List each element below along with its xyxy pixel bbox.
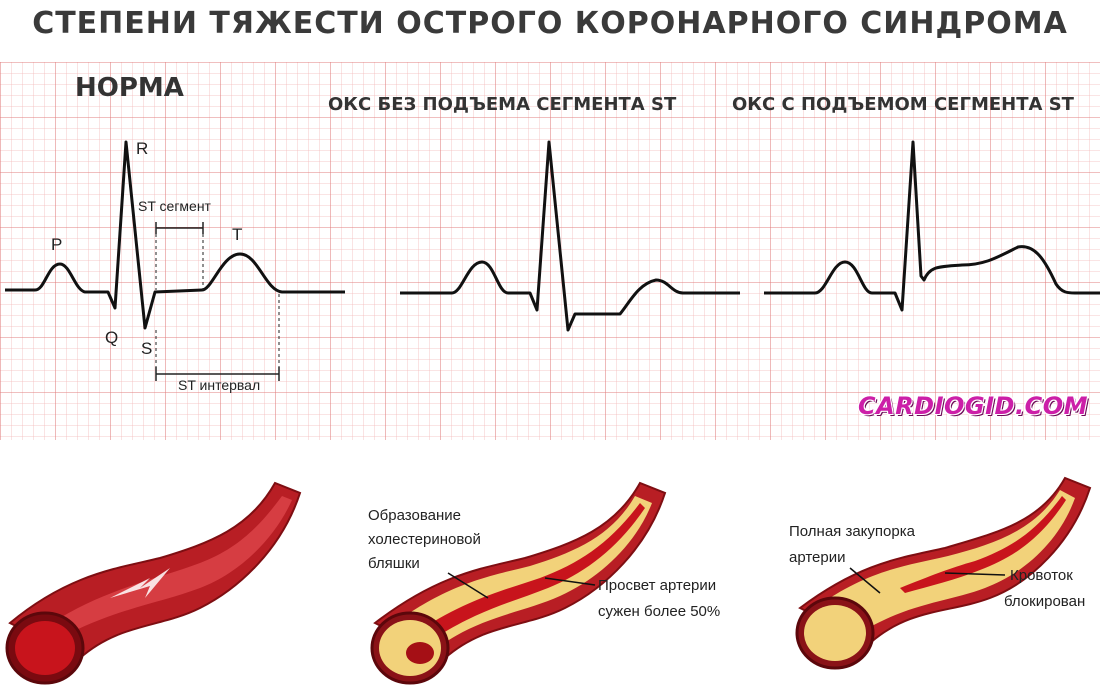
occlusion-note: Кровоток блокирован bbox=[1004, 567, 1085, 610]
ecg-grid bbox=[0, 62, 1100, 440]
artery-occluded bbox=[795, 476, 1092, 670]
st-interval-bracket bbox=[155, 294, 280, 381]
panel-label-nstemi: ОКС БЕЗ ПОДЪЕМА СЕГМЕНТА ST bbox=[328, 94, 677, 115]
st-interval-label: ST интервал bbox=[178, 377, 260, 393]
artery-plaque bbox=[370, 481, 667, 685]
wave-label-q: Q bbox=[105, 328, 118, 347]
watermark-logo: CARDIOGID.COM bbox=[858, 392, 1088, 420]
st-segment-bracket bbox=[155, 222, 204, 290]
ecg-trace-nstemi bbox=[400, 140, 740, 332]
panel-label-stemi: ОКС С ПОДЪЕМОМ СЕГМЕНТА ST bbox=[732, 94, 1075, 115]
plaque-note: Просвет артерии сужен более 50% bbox=[598, 577, 720, 620]
ecg-grid-panel: НОРМА ОКС БЕЗ ПОДЪЕМА СЕГМЕНТА ST ОКС С … bbox=[0, 62, 1100, 440]
panel-label-normal: НОРМА bbox=[75, 73, 184, 103]
wave-label-p: P bbox=[51, 235, 62, 254]
plaque-pointer bbox=[447, 572, 489, 599]
artery-normal bbox=[5, 481, 302, 685]
ecg-trace-stemi bbox=[764, 140, 1100, 312]
wave-label-t: T bbox=[232, 225, 242, 244]
wave-label-r: R bbox=[136, 139, 148, 158]
artery-illustrations: Образование холестериновой бляшки Просве… bbox=[5, 476, 1092, 685]
ecg-trace-normal bbox=[5, 140, 345, 330]
page-title: СТЕПЕНИ ТЯЖЕСТИ ОСТРОГО КОРОНАРНОГО СИНД… bbox=[32, 6, 1068, 41]
plaque-label: Образование холестериновой бляшки bbox=[368, 507, 485, 572]
occlusion-label: Полная закупорка артерии bbox=[789, 523, 919, 566]
plaque-note-pointer bbox=[544, 577, 596, 586]
occlusion-pointer bbox=[849, 567, 881, 594]
st-segment-label: ST сегмент bbox=[138, 198, 212, 214]
wave-label-s: S bbox=[141, 339, 152, 358]
occlusion-note-pointer bbox=[944, 572, 1006, 576]
